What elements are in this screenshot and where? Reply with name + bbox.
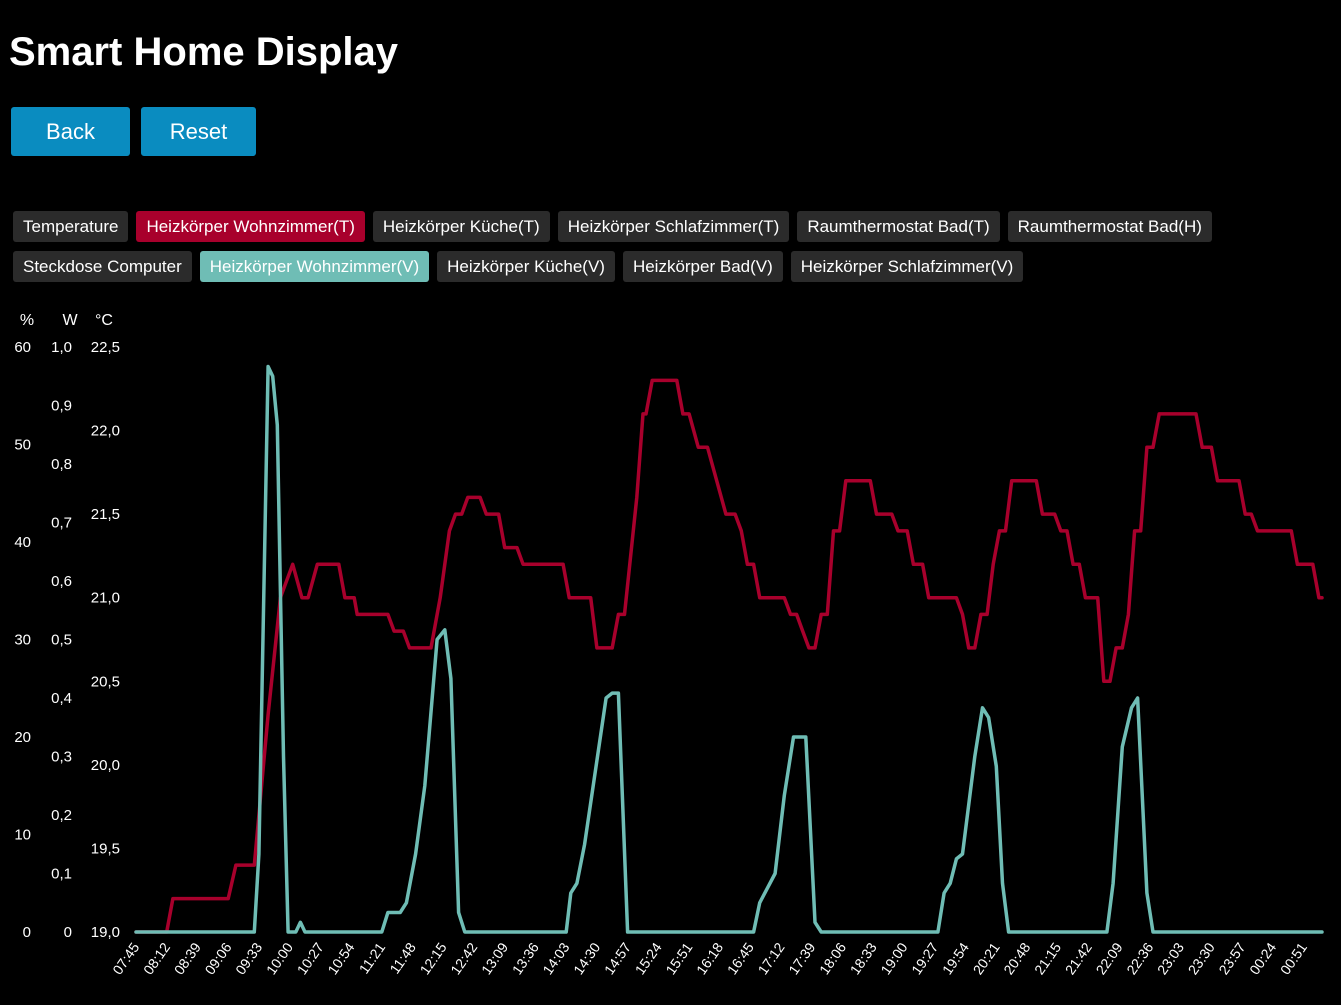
x-tick-label: 13:09 [478,939,511,977]
axis-tick-watt: 0,9 [51,398,72,415]
axis-tick-watt: 0,7 [51,515,72,532]
chip-steckdose-computer[interactable]: Steckdose Computer [13,251,192,282]
x-tick-label: 08:39 [171,939,204,977]
x-tick-label: 10:27 [294,939,327,977]
x-tick-label: 07:45 [109,939,142,977]
chip-heizkorper-wohnzimmer-v[interactable]: Heizkörper Wohnzimmer(V) [199,251,430,282]
axis-tick-watt: 1,0 [51,339,72,356]
series-selector-row: Temperature Heizkörper Wohnzimmer(T) Heizk… [13,211,1333,242]
axis-tick-percent: 60 [14,339,31,356]
chip-heizkorper-kuche-t[interactable]: Heizkörper Küche(T) [372,211,550,242]
axis-tick-celsius: 20,0 [91,757,120,774]
x-tick-label: 10:00 [263,939,296,977]
axis-tick-celsius: 21,5 [91,506,120,523]
series-selector-row: Steckdose Computer Heizkörper Wohnzimmer(… [13,251,1333,282]
axis-tick-celsius: 20,5 [91,673,120,690]
x-tick-label: 23:57 [1215,939,1248,977]
x-tick-label: 12:42 [447,939,480,977]
x-tick-label: 14:30 [570,939,603,977]
x-tick-label: 00:51 [1277,939,1310,977]
chip-temperature[interactable]: Temperature [13,211,129,242]
x-tick-label: 23:30 [1185,939,1218,977]
series-line-heizkoerper-wohnzimmer-t [134,378,1324,934]
axis-tick-watt: 0,6 [51,573,72,590]
x-tick-label: 16:45 [724,939,757,977]
x-tick-label: 19:54 [939,939,972,977]
x-tick-label: 15:51 [662,939,695,977]
axis-tick-celsius: 19,0 [91,924,120,941]
x-tick-label: 19:00 [877,939,910,977]
x-tick-label: 14:57 [601,939,634,977]
axis-unit-percent: % [20,312,34,329]
axis-tick-percent: 0 [23,924,31,941]
x-tick-label: 11:21 [356,939,389,976]
x-tick-label: 20:21 [970,939,1003,977]
axis-tick-celsius: 22,0 [91,423,120,440]
axis-tick-watt: 0,5 [51,632,72,649]
x-tick-label: 20:48 [1000,939,1033,977]
x-tick-label: 11:48 [386,939,419,976]
x-tick-label: 18:33 [847,939,880,977]
axis-tick-watt: 0,8 [51,456,72,473]
x-tick-label: 17:39 [785,939,818,977]
axis-tick-watt: 0 [64,924,72,941]
axis-tick-watt: 0,1 [51,866,72,883]
axis-tick-percent: 50 [14,437,31,454]
axis-unit-watt: W [62,312,78,329]
series-line-heizkoerper-wohnzimmer-v [134,364,1324,934]
chip-heizkorper-schlafzimmer-v[interactable]: Heizkörper Schlafzimmer(V) [790,251,1024,282]
axis-tick-celsius: 22,5 [91,339,120,356]
x-tick-label: 00:24 [1246,939,1279,977]
axis-tick-percent: 40 [14,534,31,551]
x-tick-label: 21:15 [1031,939,1064,977]
axis-tick-watt: 0,3 [51,749,72,766]
x-tick-label: 10:54 [324,939,357,977]
chip-heizkorper-wohnzimmer-t[interactable]: Heizkörper Wohnzimmer(T) [136,211,365,242]
axis-tick-celsius: 21,0 [91,590,120,607]
axis-tick-percent: 20 [14,729,31,746]
axis-tick-percent: 30 [14,632,31,649]
x-tick-label: 14:03 [539,939,572,977]
axis-tick-percent: 10 [14,827,31,844]
x-tick-label: 21:42 [1062,939,1095,977]
axis-unit-celsius: °C [95,312,113,329]
x-tick-label: 12:15 [417,939,450,977]
chip-raumthermostat-bad-h[interactable]: Raumthermostat Bad(H) [1007,211,1212,242]
page-title: Smart Home Display [9,30,399,74]
chip-heizkorper-kuche-v[interactable]: Heizkörper Küche(V) [437,251,615,282]
x-tick-label: 16:18 [693,939,726,977]
chip-heizkorper-schlafzimmer-t[interactable]: Heizkörper Schlafzimmer(T) [557,211,790,242]
x-tick-label: 08:12 [140,939,173,977]
x-tick-label: 18:06 [816,939,849,977]
x-tick-label: 19:27 [908,939,941,977]
x-tick-label: 22:09 [1092,939,1125,977]
axis-tick-celsius: 19,5 [91,840,120,857]
x-tick-label: 22:36 [1123,939,1156,977]
x-tick-label: 13:36 [509,939,542,977]
chip-heizkorper-bad-v[interactable]: Heizkörper Bad(V) [622,251,783,282]
back-button[interactable]: Back [11,107,130,156]
axis-tick-watt: 0,4 [51,690,72,707]
x-tick-label: 17:12 [754,939,787,977]
x-tick-label: 15:24 [632,939,665,977]
x-tick-label: 09:33 [232,939,265,977]
x-tick-label: 09:06 [201,939,234,977]
axis-tick-watt: 0,2 [51,807,72,824]
series-selector: Temperature Heizkörper Wohnzimmer(T) Heizk… [13,211,1333,291]
reset-button[interactable]: Reset [141,107,256,156]
chip-raumthermostat-bad-t[interactable]: Raumthermostat Bad(T) [797,211,1000,242]
x-tick-label: 23:03 [1154,939,1187,977]
